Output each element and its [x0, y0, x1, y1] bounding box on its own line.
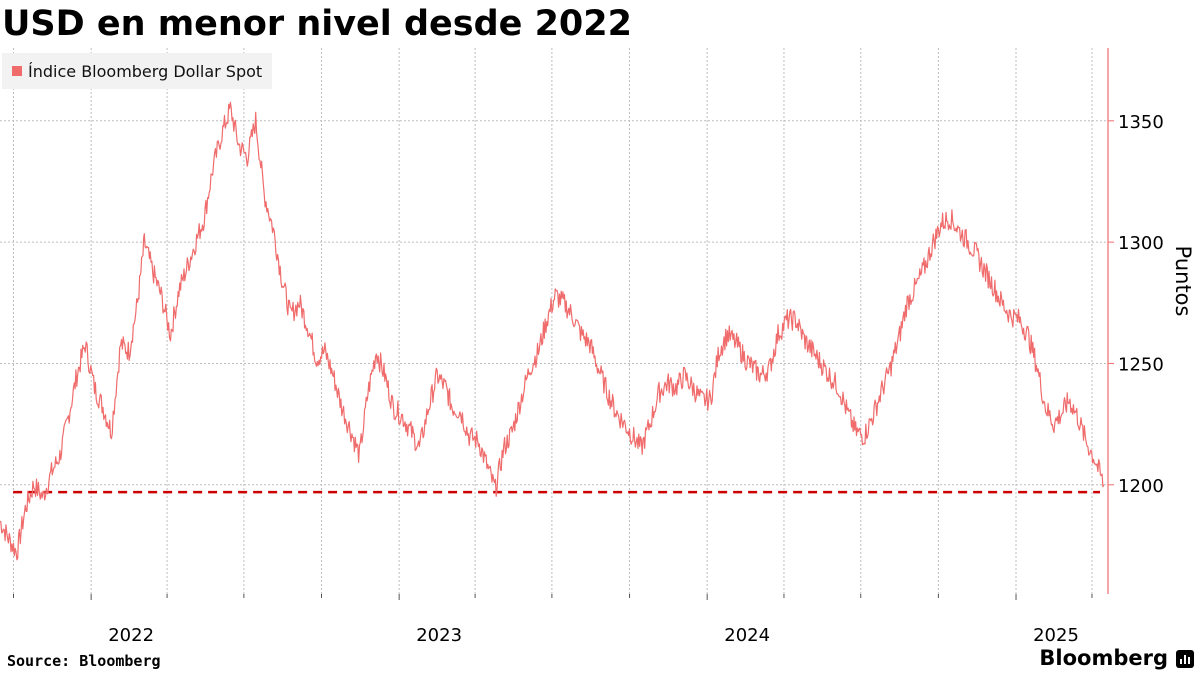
legend: Índice Bloomberg Dollar Spot — [2, 53, 273, 89]
y-tick-label: 1250 — [1118, 354, 1164, 375]
x-tick-label: 2025 — [1033, 625, 1079, 646]
y-tick-label: 1300 — [1118, 233, 1164, 254]
x-tick-label: 2023 — [416, 625, 462, 646]
y-axis-label: Puntos — [1171, 246, 1195, 317]
chart-title: USD en menor nivel desde 2022 — [2, 4, 632, 44]
legend-label: Índice Bloomberg Dollar Spot — [28, 61, 263, 81]
x-tick-label: 2022 — [108, 625, 154, 646]
legend-swatch — [12, 66, 22, 76]
series-line-dollar-spot — [0, 101, 1105, 561]
bloomberg-terminal-icon — [1176, 650, 1194, 668]
y-tick-label: 1200 — [1118, 476, 1164, 497]
x-tick-label: 2024 — [724, 625, 770, 646]
source-note: Source: Bloomberg — [7, 652, 161, 670]
brand-logo: Bloomberg — [1039, 646, 1168, 670]
y-tick-label: 1350 — [1118, 112, 1164, 133]
